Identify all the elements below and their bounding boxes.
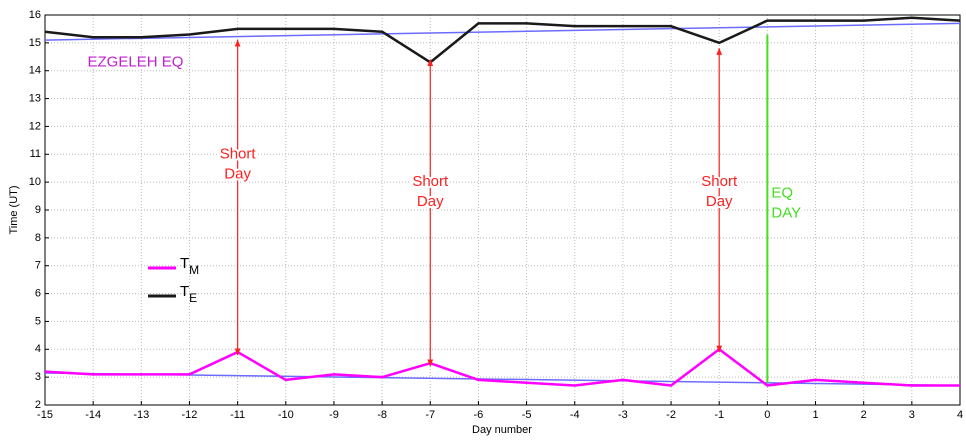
- series-line: [44, 16, 961, 64]
- x-tick-label: -11: [230, 409, 245, 421]
- y-tick-label: 16: [29, 9, 41, 21]
- plot-frame: [44, 14, 961, 406]
- series-line: [44, 348, 960, 387]
- y-tick-label: 5: [35, 315, 41, 327]
- x-tick-label: 3: [909, 409, 915, 421]
- legend-label: TM: [180, 255, 199, 277]
- y-tick-label: 4: [35, 343, 41, 355]
- y-tick-label: 13: [29, 92, 41, 104]
- y-tick-label: 12: [29, 120, 41, 132]
- x-tick-label: -7: [425, 409, 435, 421]
- annotation: EQ: [771, 184, 793, 201]
- y-tick-label: 15: [29, 37, 41, 49]
- annotation: Day: [417, 193, 444, 210]
- x-tick-label: -9: [329, 409, 339, 421]
- annotation: DAY: [771, 204, 801, 221]
- legend-label: TE: [180, 283, 197, 305]
- x-tick-label: -15: [37, 409, 53, 421]
- x-tick-label: -12: [182, 409, 198, 421]
- x-tick-label: -6: [474, 409, 484, 421]
- trend-line: [44, 22, 961, 41]
- x-tick-label: 1: [812, 409, 818, 421]
- y-tick-label: 8: [35, 232, 41, 244]
- trend-line: [44, 372, 961, 387]
- x-tick-label: -2: [666, 409, 676, 421]
- x-tick-label: 2: [861, 409, 867, 421]
- y-tick-label: 2: [35, 399, 41, 411]
- y-tick-label: 7: [35, 260, 41, 272]
- x-tick-label: 4: [957, 409, 963, 421]
- y-tick-label: 10: [29, 176, 41, 188]
- y-tick-label: 14: [29, 65, 41, 77]
- annotation: Short: [220, 145, 257, 162]
- legend-subscript: E: [189, 291, 197, 305]
- x-tick-label: 0: [764, 409, 770, 421]
- x-axis-label: Day number: [472, 424, 532, 436]
- x-tick-label: -5: [522, 409, 532, 421]
- y-tick-label: 6: [35, 287, 41, 299]
- legend-subscript: M: [189, 263, 199, 277]
- x-tick-label: -10: [278, 409, 294, 421]
- x-tick-label: -1: [714, 409, 724, 421]
- annotation: EZGELEH EQ: [88, 53, 184, 70]
- legend-name: T: [180, 283, 189, 300]
- x-tick-label: -3: [618, 409, 628, 421]
- y-tick-label: 9: [35, 204, 41, 216]
- x-tick-label: -13: [133, 409, 149, 421]
- legend-name: T: [180, 255, 189, 272]
- y-tick-label: 3: [35, 371, 41, 383]
- y-axis-label: Time (UT): [8, 185, 20, 234]
- x-tick-label: -8: [377, 409, 387, 421]
- annotation: Day: [706, 193, 733, 210]
- x-tick-label: -4: [570, 409, 580, 421]
- annotation: Day: [224, 165, 251, 182]
- y-tick-label: 11: [30, 148, 41, 160]
- annotation: Short: [701, 173, 738, 190]
- annotation: Short: [412, 173, 449, 190]
- x-tick-label: -14: [85, 409, 101, 421]
